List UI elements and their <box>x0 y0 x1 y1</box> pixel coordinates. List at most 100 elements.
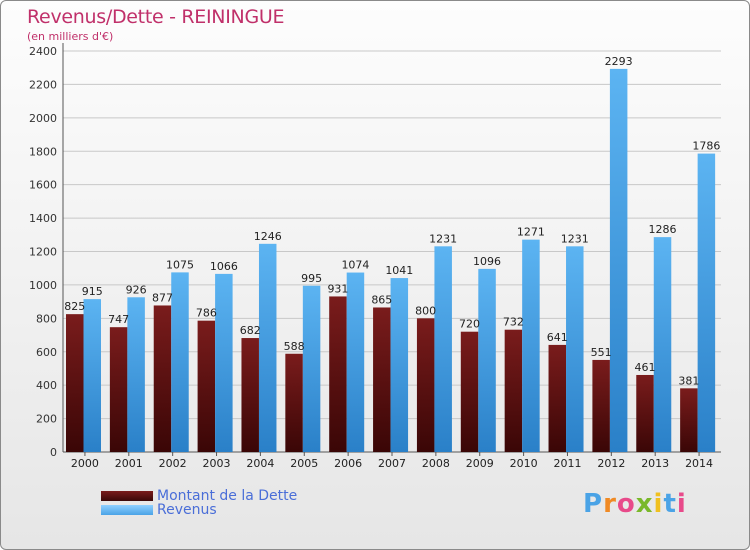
data-label-dette: 865 <box>371 293 392 306</box>
bar-dette <box>66 314 84 452</box>
bar-revenus <box>171 272 189 452</box>
data-label-revenus: 2293 <box>605 55 633 68</box>
brand-letter: o <box>616 489 636 519</box>
brand-letter: P <box>583 489 604 519</box>
legend-swatch-dette <box>101 491 153 501</box>
bar-revenus <box>127 297 145 452</box>
x-tick-label: 2000 <box>71 457 99 470</box>
y-tick-label: 2200 <box>29 78 57 91</box>
bar-revenus <box>697 153 716 452</box>
x-tick-label: 2008 <box>422 457 450 470</box>
x-tick-label: 2011 <box>553 457 581 470</box>
data-label-revenus: 1066 <box>210 260 238 273</box>
data-label-revenus: 1041 <box>385 264 413 277</box>
bar-dette <box>636 374 654 452</box>
data-label-dette: 931 <box>327 282 348 295</box>
y-tick-label: 2000 <box>29 112 57 125</box>
bar-revenus <box>390 278 409 452</box>
y-tick-label: 0 <box>50 446 57 459</box>
bar-revenus <box>302 285 321 452</box>
data-label-revenus: 1271 <box>517 226 545 239</box>
data-label-dette: 588 <box>284 340 305 353</box>
y-tick-label: 1200 <box>29 246 57 259</box>
bar-dette <box>548 344 567 452</box>
x-tick-label: 2009 <box>466 457 494 470</box>
bar-revenus <box>609 68 628 452</box>
bar-revenus <box>566 246 584 452</box>
y-tick-label: 200 <box>36 413 57 426</box>
bar-dette <box>460 331 479 452</box>
data-label-revenus: 1231 <box>429 232 457 245</box>
data-label-revenus: 995 <box>301 272 322 285</box>
data-label-dette: 800 <box>415 304 436 317</box>
x-tick-label: 2001 <box>115 457 143 470</box>
data-label-revenus: 915 <box>82 285 103 298</box>
data-label-dette: 641 <box>547 331 568 344</box>
y-tick-label: 1800 <box>29 145 57 158</box>
data-label-revenus: 1246 <box>254 230 282 243</box>
bar-dette <box>197 320 216 452</box>
bar-revenus <box>346 272 365 452</box>
brand-letter: i <box>653 489 664 519</box>
y-tick-label: 1600 <box>29 179 57 192</box>
bar-dette <box>285 353 303 452</box>
brand-logo: Proxiti <box>583 489 687 519</box>
data-label-dette: 747 <box>108 313 129 326</box>
y-tick-label: 1400 <box>29 212 57 225</box>
data-label-dette: 720 <box>459 318 480 331</box>
chart-subtitle: (en milliers d'€) <box>27 30 114 43</box>
data-label-dette: 877 <box>152 291 173 304</box>
data-label-revenus: 1074 <box>341 259 369 272</box>
brand-letter: r <box>603 489 617 519</box>
data-label-dette: 825 <box>64 300 85 313</box>
x-tick-label: 2002 <box>159 457 187 470</box>
x-tick-label: 2006 <box>334 457 362 470</box>
data-label-dette: 732 <box>503 316 524 329</box>
legend-label-dette: Montant de la Dette <box>157 488 298 504</box>
legend-label-revenus: Revenus <box>157 502 217 518</box>
x-tick-label: 2014 <box>685 457 713 470</box>
data-label-dette: 551 <box>591 346 612 359</box>
bar-revenus <box>434 246 452 452</box>
data-label-dette: 461 <box>635 361 656 374</box>
y-tick-label: 400 <box>36 379 57 392</box>
x-tick-label: 2010 <box>510 457 538 470</box>
bar-revenus <box>478 268 496 452</box>
data-label-revenus: 1231 <box>561 232 589 245</box>
data-label-revenus: 1075 <box>166 258 194 271</box>
legend-swatch-revenus <box>101 505 153 515</box>
legend-item-dette: Montant de la Dette <box>101 488 298 504</box>
bar-revenus <box>83 299 101 452</box>
data-label-revenus: 1096 <box>473 255 501 268</box>
data-label-dette: 682 <box>240 324 261 337</box>
bar-revenus <box>215 273 233 452</box>
data-label-revenus: 1786 <box>692 140 720 153</box>
brand-letter: x <box>635 489 654 519</box>
x-tick-label: 2003 <box>203 457 231 470</box>
bar-dette <box>592 359 610 452</box>
brand-letter: t <box>663 489 677 519</box>
chart-title: Revenus/Dette - REININGUE <box>27 6 285 28</box>
bar-revenus <box>522 239 540 452</box>
bar-revenus <box>653 237 672 452</box>
x-tick-label: 2012 <box>597 457 625 470</box>
brand-letter: i <box>676 489 687 519</box>
y-tick-label: 800 <box>36 312 57 325</box>
x-tick-label: 2005 <box>290 457 318 470</box>
x-tick-label: 2013 <box>641 457 669 470</box>
x-tick-label: 2007 <box>378 457 406 470</box>
x-tick-label: 2004 <box>246 457 274 470</box>
bar-revenus <box>258 243 277 452</box>
bar-dette <box>241 338 259 452</box>
bar-dette <box>504 329 523 452</box>
y-tick-label: 2400 <box>29 45 57 58</box>
bar-dette <box>153 305 172 452</box>
y-tick-label: 1000 <box>29 279 57 292</box>
bar-dette <box>416 318 435 452</box>
bar-dette <box>373 307 391 452</box>
legend-item-revenus: Revenus <box>101 502 217 518</box>
y-tick-label: 600 <box>36 346 57 359</box>
data-label-dette: 786 <box>196 307 217 320</box>
